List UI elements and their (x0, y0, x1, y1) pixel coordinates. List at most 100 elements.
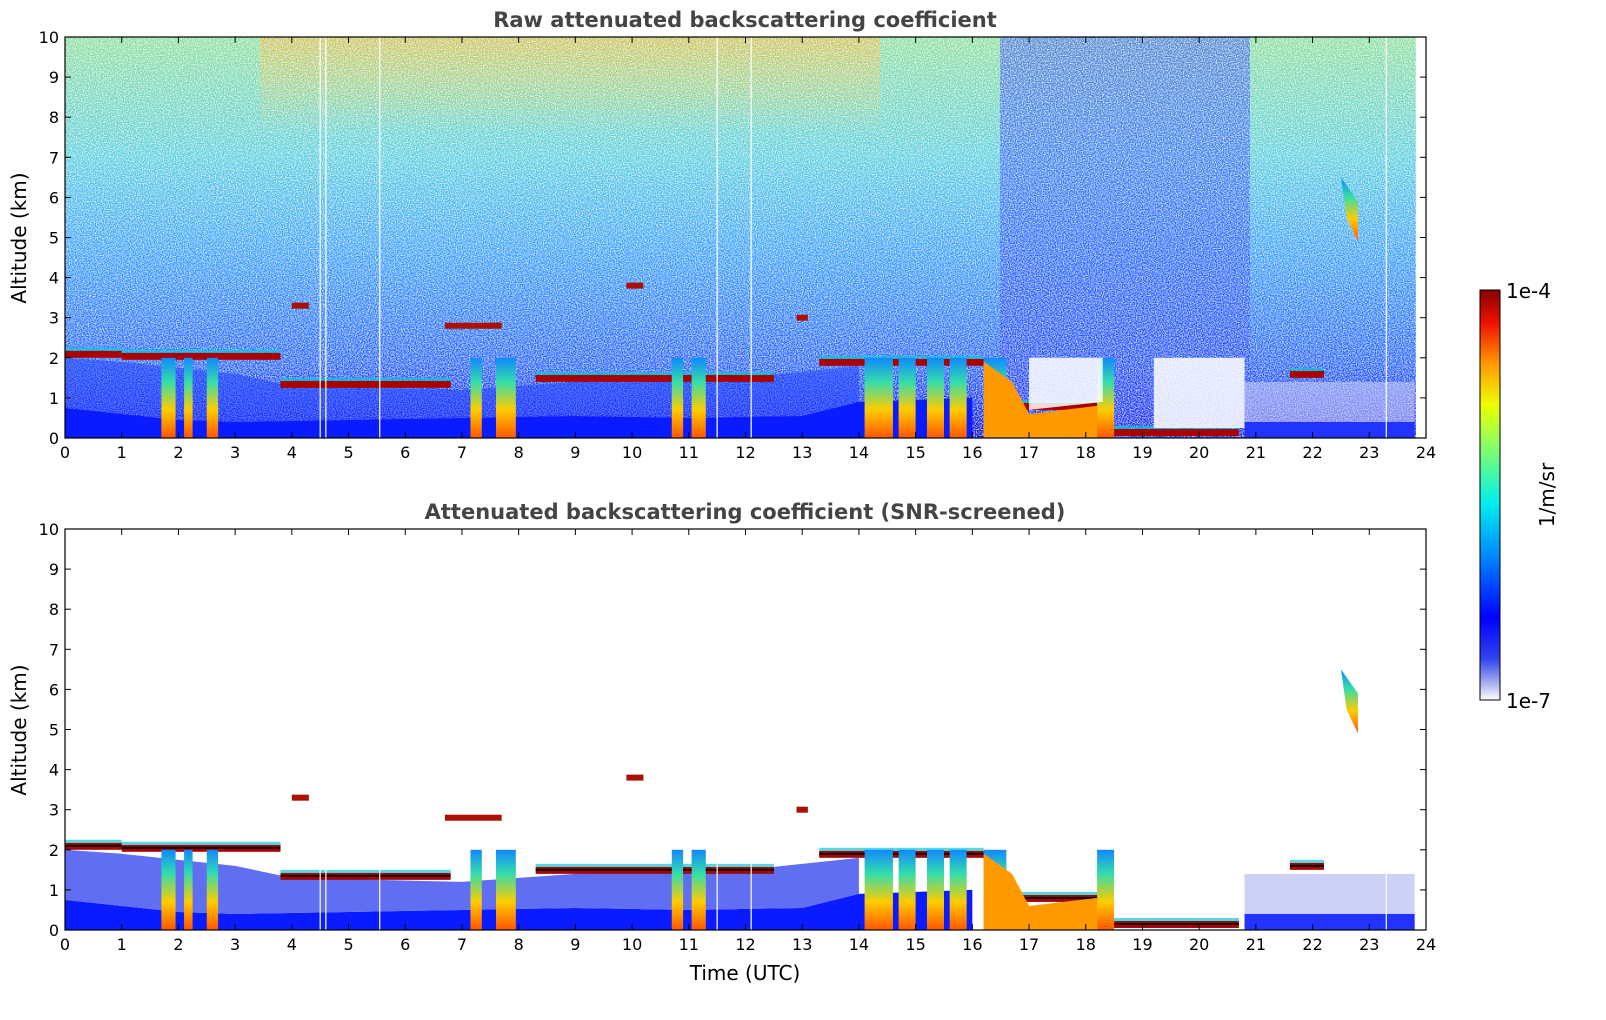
panel2-cloud-edge (1114, 917, 1239, 921)
panel1-clear-gap (1029, 357, 1103, 410)
panel2-cloud-core (121, 846, 281, 849)
panel1-low-cloud-base (983, 361, 1098, 438)
panel1-xtick-label: 4 (287, 443, 297, 462)
panel2-low-cloud-base (983, 853, 1098, 930)
panel2-xtick-label: 20 (1189, 935, 1209, 954)
panel2-xtick-label: 7 (457, 935, 467, 954)
panel1-cloud-layer (280, 380, 451, 388)
panel1-precip-column (470, 357, 482, 438)
panel2-precip-column (949, 849, 967, 930)
panel2-xtick-label: 19 (1132, 935, 1152, 954)
colorbar-gradient (1479, 289, 1501, 701)
panel2-ytick-label: 6 (49, 680, 59, 699)
panel1-cloud-edge (819, 355, 984, 359)
panel1-xtick-label: 0 (60, 443, 70, 462)
colorbar-unit-label: 1/m/sr (1535, 462, 1559, 527)
panel2-precip-column (184, 849, 193, 930)
panel2-precip-column (495, 849, 516, 930)
panel2-precip-column (898, 849, 916, 930)
panel2-xtick-label: 0 (60, 935, 70, 954)
panel1-xtick-label: 10 (622, 443, 642, 462)
panel1-xtick-label: 20 (1189, 443, 1209, 462)
panel2-axes: 0 1 2 3 4 5 6 7 8 9 10 11 12 13 14 15 16 17 18 19 20 21 22 23 24… (39, 520, 1437, 954)
panel1-ytick-label: 6 (49, 188, 59, 207)
panel2-background (65, 529, 1426, 930)
panel2-xtick-label: 23 (1359, 935, 1379, 954)
panel1-ytick-label: 5 (49, 229, 59, 248)
panel2-ytick-label: 8 (49, 600, 59, 619)
panel2-precip-column (926, 849, 944, 930)
panel1-ytick-label: 3 (49, 309, 59, 328)
panel1-clear-gap (1153, 357, 1245, 428)
panel2-xtick-label: 22 (1302, 935, 1322, 954)
panel2-precip-column (691, 849, 706, 930)
panel1-ylabel: Altitude (km) (7, 172, 31, 303)
panel2-cloud-core (983, 896, 1103, 899)
panel1-precip-column (949, 357, 967, 438)
panel2-xtick-label: 13 (792, 935, 812, 954)
panel2-cloud-core (1289, 864, 1324, 867)
panel1-xtick-label: 24 (1416, 443, 1436, 462)
panel2-xtick-label: 1 (117, 935, 127, 954)
panel2-xtick-label: 8 (514, 935, 524, 954)
panel1-ytick-label: 9 (49, 68, 59, 87)
panel1-ytick-label: 0 (49, 429, 59, 448)
panel2-xtick-label: 5 (343, 935, 353, 954)
panel1-xtick-label: 12 (735, 443, 755, 462)
panel1-features (65, 37, 1426, 438)
panel2-ytick-label: 5 (49, 721, 59, 740)
panel1-aerosol-patch (291, 302, 309, 309)
panel2-xtick-label: 24 (1416, 935, 1436, 954)
panel2-cloud-core (535, 868, 774, 871)
panel1-xtick-label: 7 (457, 443, 467, 462)
panel2-cloud-edge (1289, 859, 1324, 863)
panel2-ytick-label: 7 (49, 640, 59, 659)
panel2-cloud-core (65, 844, 122, 847)
panel1-night-boundary-layer (1244, 421, 1415, 438)
panel1-ytick-label: 7 (49, 148, 59, 167)
panel1-ytick-label: 8 (49, 108, 59, 127)
panel2-cloud-edge (535, 863, 774, 867)
panel1-xtick-label: 14 (849, 443, 869, 462)
panel1-cloud-layer (535, 374, 774, 382)
panel2-xtick-label: 9 (570, 935, 580, 954)
panel1-ytick-label: 4 (49, 269, 59, 288)
panel2-cloud-edge (121, 841, 281, 845)
panel2-xtick-label: 17 (1019, 935, 1039, 954)
panel1-cloud-layer (65, 350, 122, 358)
panel2-cloud-edge (819, 847, 984, 851)
panel2-xtick-label: 2 (173, 935, 183, 954)
panel1-xtick-label: 6 (400, 443, 410, 462)
panel2-xlabel: Time (UTC) (689, 961, 801, 985)
panel1-ytick-label: 2 (49, 349, 59, 368)
panel2-xtick-label: 11 (679, 935, 699, 954)
panel2-ytick-label: 2 (49, 841, 59, 860)
panel1-title: Raw attenuated backscattering coefficien… (493, 8, 997, 32)
panel1-xtick-label: 23 (1359, 443, 1379, 462)
panel1-aerosol-patch (626, 282, 644, 289)
panel1-aerosol-patch (796, 314, 808, 321)
panel2-precip-column (1097, 849, 1115, 930)
panel1-xtick-label: 18 (1076, 443, 1096, 462)
panel1-cloud-layer (1114, 428, 1239, 436)
panel1-xtick-label: 21 (1246, 443, 1266, 462)
panel1-xtick-label: 19 (1132, 443, 1152, 462)
panel1-cloud-edge (535, 371, 774, 375)
panel2-ytick-label: 10 (39, 520, 59, 539)
panel1-heatmap (65, 37, 1426, 438)
panel2-residual-layer (65, 849, 973, 914)
panel1-xtick-label: 16 (962, 443, 982, 462)
panel1-boundary-layer (65, 397, 973, 438)
panel2-xtick-label: 18 (1076, 935, 1096, 954)
panel1-xtick-label: 5 (343, 443, 353, 462)
panel2-cloud-edge (65, 839, 122, 843)
panel1-axes: 0 1 2 3 4 5 6 7 8 9 10 11 12 13 14 15 16 17 18 19 20 21 22 23 24… (39, 28, 1437, 462)
panel1-xtick-label: 22 (1302, 443, 1322, 462)
panel2-cloud-edge (280, 869, 451, 873)
panel2-ytick-label: 3 (49, 801, 59, 820)
panel1-precip-column (184, 357, 193, 438)
panel2-title: Attenuated backscattering coefficient (S… (425, 500, 1066, 524)
panel2-xtick-label: 14 (849, 935, 869, 954)
panel2-aerosol-patch (444, 814, 502, 821)
